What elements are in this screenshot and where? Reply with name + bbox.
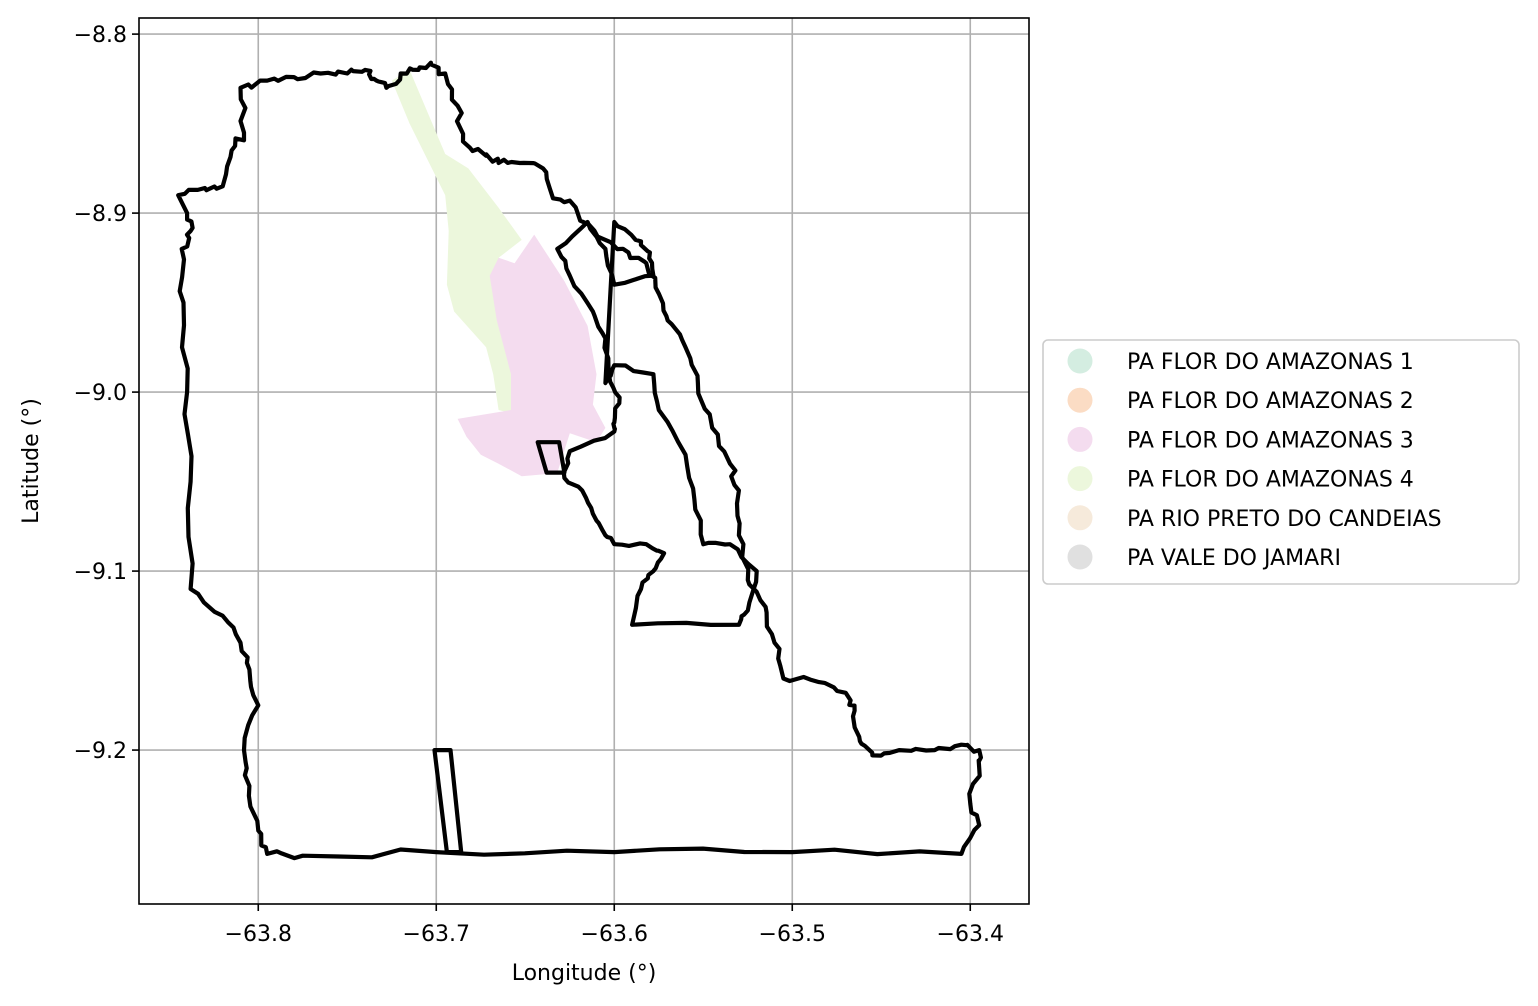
legend-label-1: PA FLOR DO AMAZONAS 1 [1127,350,1414,375]
legend-label-3: PA FLOR DO AMAZONAS 3 [1127,428,1414,453]
legend-frame [1042,339,1520,585]
x-tick-label-4: −63.4 [937,922,1004,947]
x-tick-label-2: −63.6 [581,922,648,947]
x-axis-ticks: −63.8 −63.7 −63.6 −63.5 −63.4 [225,904,1004,947]
legend-label-4: PA FLOR DO AMAZONAS 4 [1127,468,1414,493]
filled-regions [391,69,606,477]
y-tick-label-2: −9.0 [74,381,127,406]
y-axis-ticks: −8.8 −8.9 −9.0 −9.1 −9.2 [74,23,139,764]
y-tick-label-4: −9.2 [74,739,127,764]
x-tick-label-3: −63.5 [759,922,826,947]
plot-frame [138,17,1030,905]
y-tick-label-0: −8.8 [74,23,127,48]
legend-marker-3 [1067,426,1093,452]
legend-label-6: PA VALE DO JAMARI [1127,546,1341,571]
boundary-lines [176,60,983,861]
gridlines [139,18,1029,904]
x-tick-label-0: −63.8 [225,922,292,947]
boundary-3 [432,748,464,855]
boundary-1 [176,60,983,861]
legend-label-2: PA FLOR DO AMAZONAS 2 [1127,389,1414,414]
legend-label-5: PA RIO PRETO DO CANDEIAS [1127,507,1442,532]
y-tick-label-1: −8.9 [74,202,127,227]
legend-marker-4 [1067,466,1093,492]
boundary-4 [535,440,567,475]
y-axis-label: Latitude (°) [19,398,44,524]
legend-marker-2 [1067,387,1093,413]
boundary-2 [555,219,759,627]
y-tick-label-3: −9.1 [74,560,127,585]
legend: PA FLOR DO AMAZONAS 1 PA FLOR DO AMAZONAS… [1042,339,1520,585]
region-2 [457,234,606,477]
legend-marker-6 [1067,544,1093,570]
x-tick-label-1: −63.7 [403,922,470,947]
legend-marker-5 [1067,505,1093,531]
region-1 [391,69,535,414]
legend-marker-1 [1067,348,1093,374]
x-axis-label: Longitude (°) [512,961,657,986]
